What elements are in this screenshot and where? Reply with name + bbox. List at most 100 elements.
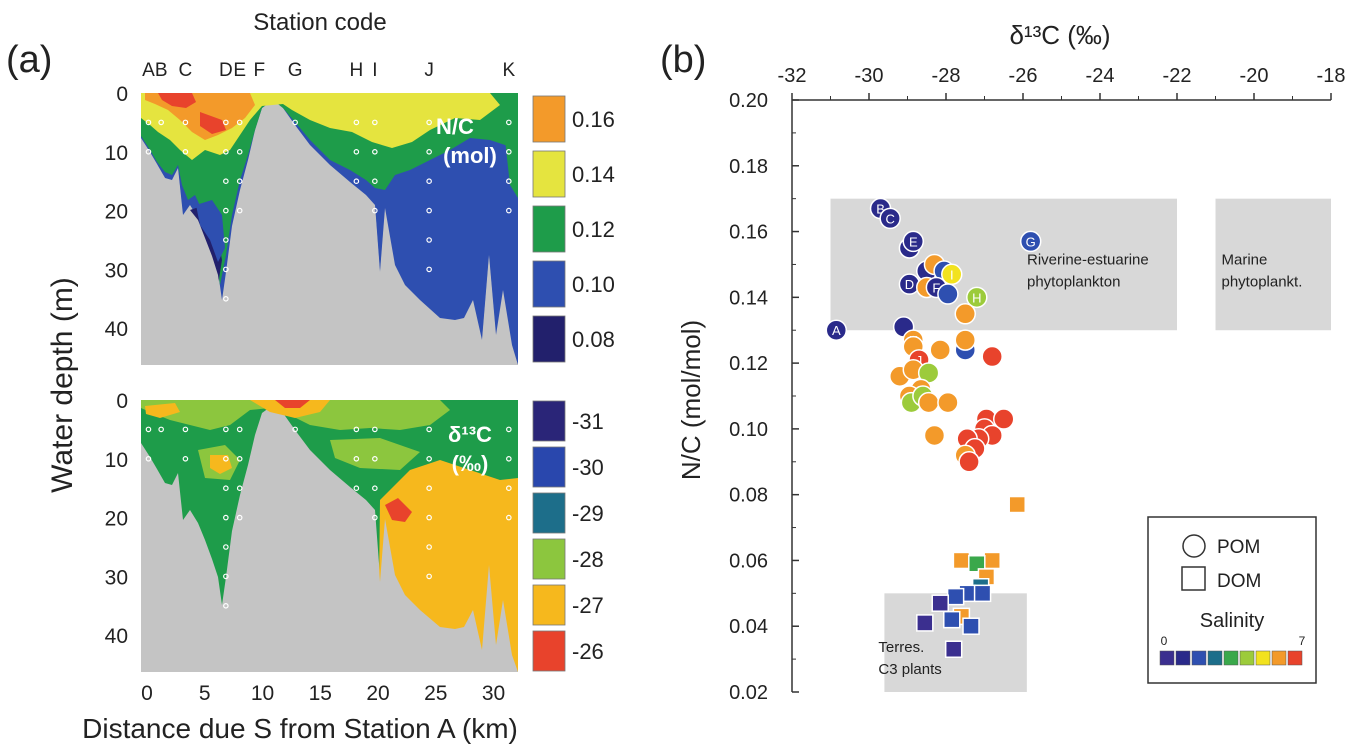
sample-dot (182, 119, 189, 126)
sample-dot (223, 207, 229, 214)
pom-point (954, 329, 976, 351)
sample-dot (426, 514, 432, 521)
panel-b-label: (b) (660, 39, 706, 81)
legend-salinity-title: Salinity (1200, 610, 1264, 632)
nc-water-red-2 (200, 112, 226, 134)
sample-dot (182, 149, 189, 155)
pom-point-label: B (876, 202, 885, 217)
sample-dot (426, 119, 432, 126)
nc-axis-title: N/C (mol/mol) (676, 320, 706, 480)
salinity-swatch (1191, 650, 1207, 666)
sample-dot (292, 119, 298, 126)
dom-point (983, 551, 1001, 570)
sample-dot (223, 455, 229, 462)
sample-dot (353, 149, 360, 155)
y-tick-label: 0.10 (729, 419, 768, 441)
y-tick-label: 0.06 (729, 550, 768, 572)
dom-point (952, 551, 971, 570)
colorbar-swatch (532, 260, 566, 308)
d13c-section-plot: δ¹³C (‰) (141, 400, 518, 672)
salinity-swatch (1175, 650, 1191, 666)
sample-dot (353, 455, 360, 462)
y-tick-label: 0.14 (729, 287, 768, 309)
sample-dot (506, 207, 512, 214)
station-code-a: A (142, 60, 155, 81)
salinity-swatch (1223, 650, 1239, 666)
dom-point (916, 614, 934, 632)
sample-dot (223, 602, 229, 609)
sample-dot (223, 149, 229, 155)
sample-dot (236, 149, 243, 155)
pom-point (981, 345, 1003, 368)
sample-dot (372, 207, 378, 214)
station-code-i: I (372, 60, 377, 81)
nc-water-blue-patch (196, 200, 225, 262)
y-tick-label: 0.04 (729, 616, 768, 638)
sample-dot (353, 426, 360, 433)
sample-dot (145, 149, 152, 155)
sample-dot (506, 455, 512, 462)
salinity-swatch (1287, 650, 1303, 666)
sample-dot (236, 119, 243, 126)
pom-point-label: I (950, 267, 954, 282)
x-tick-label: -28 (932, 65, 961, 87)
sample-dot (223, 426, 229, 433)
dom-point (962, 617, 980, 635)
salinity-swatch (1159, 650, 1175, 666)
sample-dot (426, 266, 432, 273)
colorbar-label: -31 (572, 409, 604, 434)
salinity-swatch (1255, 650, 1271, 666)
sample-dot (236, 514, 243, 521)
d13c-depth-tick-label: 40 (105, 625, 128, 648)
legend-pom-label: POM (1217, 537, 1260, 558)
station-code-g: G (288, 60, 303, 81)
pom-point (929, 339, 951, 361)
station-code-f: F (254, 60, 266, 81)
sample-dot (426, 426, 432, 433)
pom-point-label: F (932, 280, 940, 295)
pom-point (879, 207, 901, 230)
d13c-depth-tick-label: 30 (105, 566, 128, 589)
d13c-sample-dots (145, 426, 512, 609)
pom-point (825, 319, 848, 341)
nc-depth-tick-label: 0 (116, 83, 128, 106)
legend: POM DOM Salinity 0 7 (1147, 516, 1317, 684)
nc-sample-dots (145, 119, 512, 302)
pom-point-label: E (909, 234, 918, 249)
d13c-depth-tick-label: 0 (116, 390, 128, 413)
sample-dot (506, 514, 512, 521)
region-label: phytoplankt. (1222, 274, 1303, 291)
colorbar-swatch (532, 584, 566, 626)
colorbar-swatch (532, 95, 566, 143)
sample-dot (372, 514, 378, 521)
dom-point (968, 554, 986, 573)
sample-dot (145, 426, 152, 433)
sample-dot (426, 149, 432, 155)
region-label: C3 plants (878, 661, 941, 678)
d13c-water-lightgreen-2 (330, 438, 420, 470)
sample-dot (426, 544, 432, 550)
distance-tick-label: 0 (141, 682, 153, 705)
salinity-swatch (1271, 650, 1287, 666)
y-tick-label: 0.02 (729, 682, 768, 704)
colorbar-swatch (532, 315, 566, 363)
x-tick-label: -20 (1240, 65, 1269, 87)
d13c-depth-tick-label: 10 (105, 449, 128, 472)
sample-dot (236, 207, 243, 214)
sample-dot (506, 119, 512, 126)
d13c-water-red-2 (275, 400, 310, 408)
station-code-e: E (233, 60, 246, 81)
pom-point-label: G (1026, 234, 1036, 249)
pom-point (954, 303, 976, 325)
sample-dot (426, 573, 432, 580)
colorbar-swatch (532, 400, 566, 442)
pom-point-label: H (972, 290, 981, 305)
d13c-depth-ticks: 0 10 20 30 40 (105, 390, 128, 648)
colorbar-label: -29 (572, 501, 604, 526)
y-tick-label: 0.20 (729, 90, 768, 112)
pom-point-label: A (832, 323, 841, 338)
distance-tick-label: 20 (366, 682, 389, 705)
d13c-axis-title: δ¹³C (‰) (1009, 20, 1110, 50)
pom-point (937, 391, 959, 414)
sample-dot (223, 544, 229, 550)
